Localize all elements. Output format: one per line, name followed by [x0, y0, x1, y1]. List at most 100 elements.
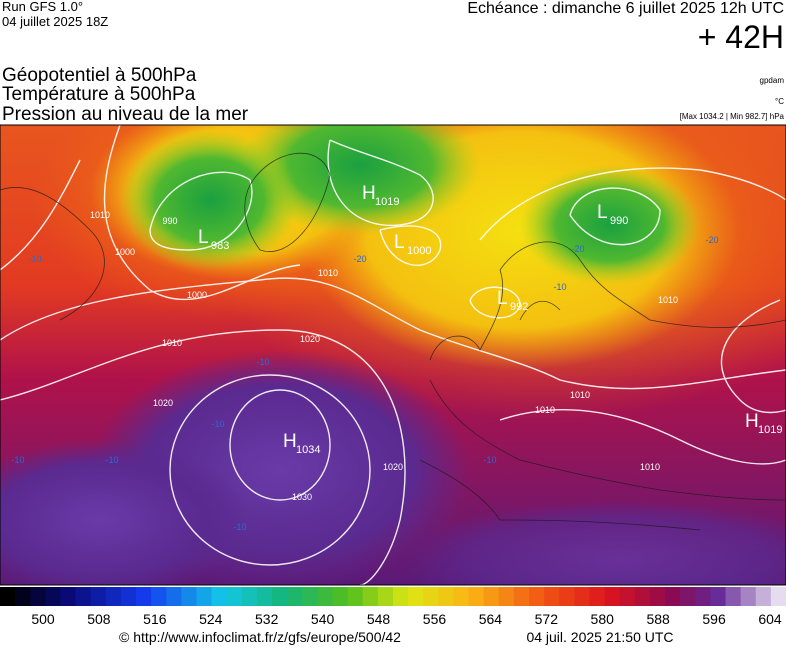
- title-line: Géopotentiel à 500hPa: [2, 65, 197, 86]
- colorbar-swatch: [423, 587, 439, 606]
- center-symbol: H: [745, 411, 759, 432]
- colorbar-swatch: [559, 587, 575, 606]
- temperature-label: -10: [105, 455, 118, 465]
- center-symbol: L: [497, 288, 508, 309]
- colorbar-swatch: [634, 587, 651, 606]
- isobar-label: 1020: [153, 398, 173, 408]
- colorbar-swatch: [272, 587, 288, 606]
- center-value: 1019: [375, 196, 399, 208]
- colorbar-swatch: [347, 587, 364, 606]
- colorbar-label: 556: [423, 611, 447, 627]
- center-symbol: H: [362, 183, 376, 204]
- colorbar-swatch: [408, 587, 424, 606]
- center-symbol: H: [283, 431, 297, 452]
- colorbar-swatch: [317, 587, 334, 606]
- colorbar-swatch: [0, 587, 16, 606]
- colorbar-swatch: [196, 587, 213, 606]
- temperature-label: -10: [256, 357, 269, 367]
- colorbar-swatch: [45, 587, 61, 606]
- colorbar-swatch: [695, 587, 711, 606]
- temperature-label: -20: [571, 244, 584, 254]
- colorbar-swatch: [60, 587, 77, 606]
- colorbar-label: 524: [199, 611, 223, 627]
- colorbar-swatch: [574, 587, 590, 606]
- center-value: 1019: [758, 424, 782, 436]
- colorbar-swatch: [151, 587, 167, 606]
- source-url: © http://www.infoclimat.fr/z/gfs/europe/…: [119, 629, 401, 645]
- isobar-label: 1000: [187, 290, 207, 300]
- colorbar-swatch: [589, 587, 606, 606]
- isobar-label: 1030: [292, 492, 312, 502]
- colorbar-swatch: [287, 587, 303, 606]
- colorbar-swatch: [544, 587, 560, 606]
- colorbar-swatch: [166, 587, 182, 606]
- temperature-label: -10: [483, 455, 496, 465]
- unit-label: gpdam: [760, 76, 785, 85]
- colorbar-swatch: [619, 587, 636, 606]
- isobar-label: 1000: [115, 247, 135, 257]
- colorbar-swatch: [90, 587, 107, 606]
- isobar-label: 1010: [570, 390, 590, 400]
- colorbar-label: 508: [87, 611, 111, 627]
- colorbar-swatch: [529, 587, 545, 606]
- isobar-label: 1010: [640, 462, 660, 472]
- colorbar-swatch: [755, 587, 772, 606]
- run-date: 04 juillet 2025 18Z: [2, 14, 108, 29]
- colorbar-label: 540: [311, 611, 335, 627]
- colorbar-swatch: [393, 587, 409, 606]
- colorbar-swatch: [483, 587, 500, 606]
- colorbar-swatch: [256, 587, 273, 606]
- colorbar-label: 548: [367, 611, 391, 627]
- colorbar-label: 532: [255, 611, 279, 627]
- colorbar-label: 516: [143, 611, 167, 627]
- forecast-time: Echéance : dimanche 6 juillet 2025 12h U…: [467, 0, 784, 17]
- isobar-label: 1010: [535, 405, 555, 415]
- center-symbol: L: [597, 202, 608, 223]
- map-field: [0, 125, 786, 585]
- colorbar-swatch: [136, 587, 152, 606]
- colorbar-swatch: [453, 587, 470, 606]
- colorbar-swatch: [665, 587, 681, 606]
- unit-label: °C: [775, 97, 784, 106]
- colorbar-swatch: [332, 587, 349, 606]
- lead-time: + 42H: [698, 19, 784, 55]
- colorbar-swatch: [770, 587, 786, 606]
- colorbar-label: 604: [758, 611, 782, 627]
- center-value: 983: [211, 240, 229, 252]
- colorbar-swatch: [120, 587, 137, 606]
- map-frame: [0, 124, 786, 586]
- colorbar-label: 500: [31, 611, 55, 627]
- title-line: Température à 500hPa: [2, 84, 196, 105]
- temperature-label: -10: [28, 254, 41, 264]
- colorbar-swatch: [513, 587, 530, 606]
- colorbar-swatch: [468, 587, 485, 606]
- isobar-label: 1010: [658, 295, 678, 305]
- timestamp: 04 juil. 2025 21:50 UTC: [526, 629, 673, 645]
- center-value: 1034: [296, 444, 320, 456]
- temperature-label: -10: [233, 522, 246, 532]
- colorbar-swatch: [710, 587, 727, 606]
- colorbar-swatch: [498, 587, 515, 606]
- colorbar-label: 580: [591, 611, 615, 627]
- center-value: 1000: [407, 245, 431, 257]
- colorbar-swatch: [377, 587, 394, 606]
- center-value: 990: [610, 215, 628, 227]
- colorbar-swatch: [740, 587, 757, 606]
- colorbar-swatch: [362, 587, 379, 606]
- colorbar-swatch: [725, 587, 742, 606]
- colorbar-label: 596: [702, 611, 726, 627]
- colorbar-swatch: [241, 587, 258, 606]
- colorbar-swatch: [680, 587, 696, 606]
- temperature-label: -10: [211, 419, 224, 429]
- temperature-label: -20: [705, 235, 718, 245]
- temperature-label: -10: [553, 282, 566, 292]
- colorbar-swatch: [211, 587, 228, 606]
- colorbar-label: 564: [479, 611, 503, 627]
- colorbar-swatch: [105, 587, 122, 606]
- run-label: Run GFS 1.0°: [2, 0, 83, 14]
- colorbar-swatch: [438, 587, 454, 606]
- temperature-label: -20: [353, 254, 366, 264]
